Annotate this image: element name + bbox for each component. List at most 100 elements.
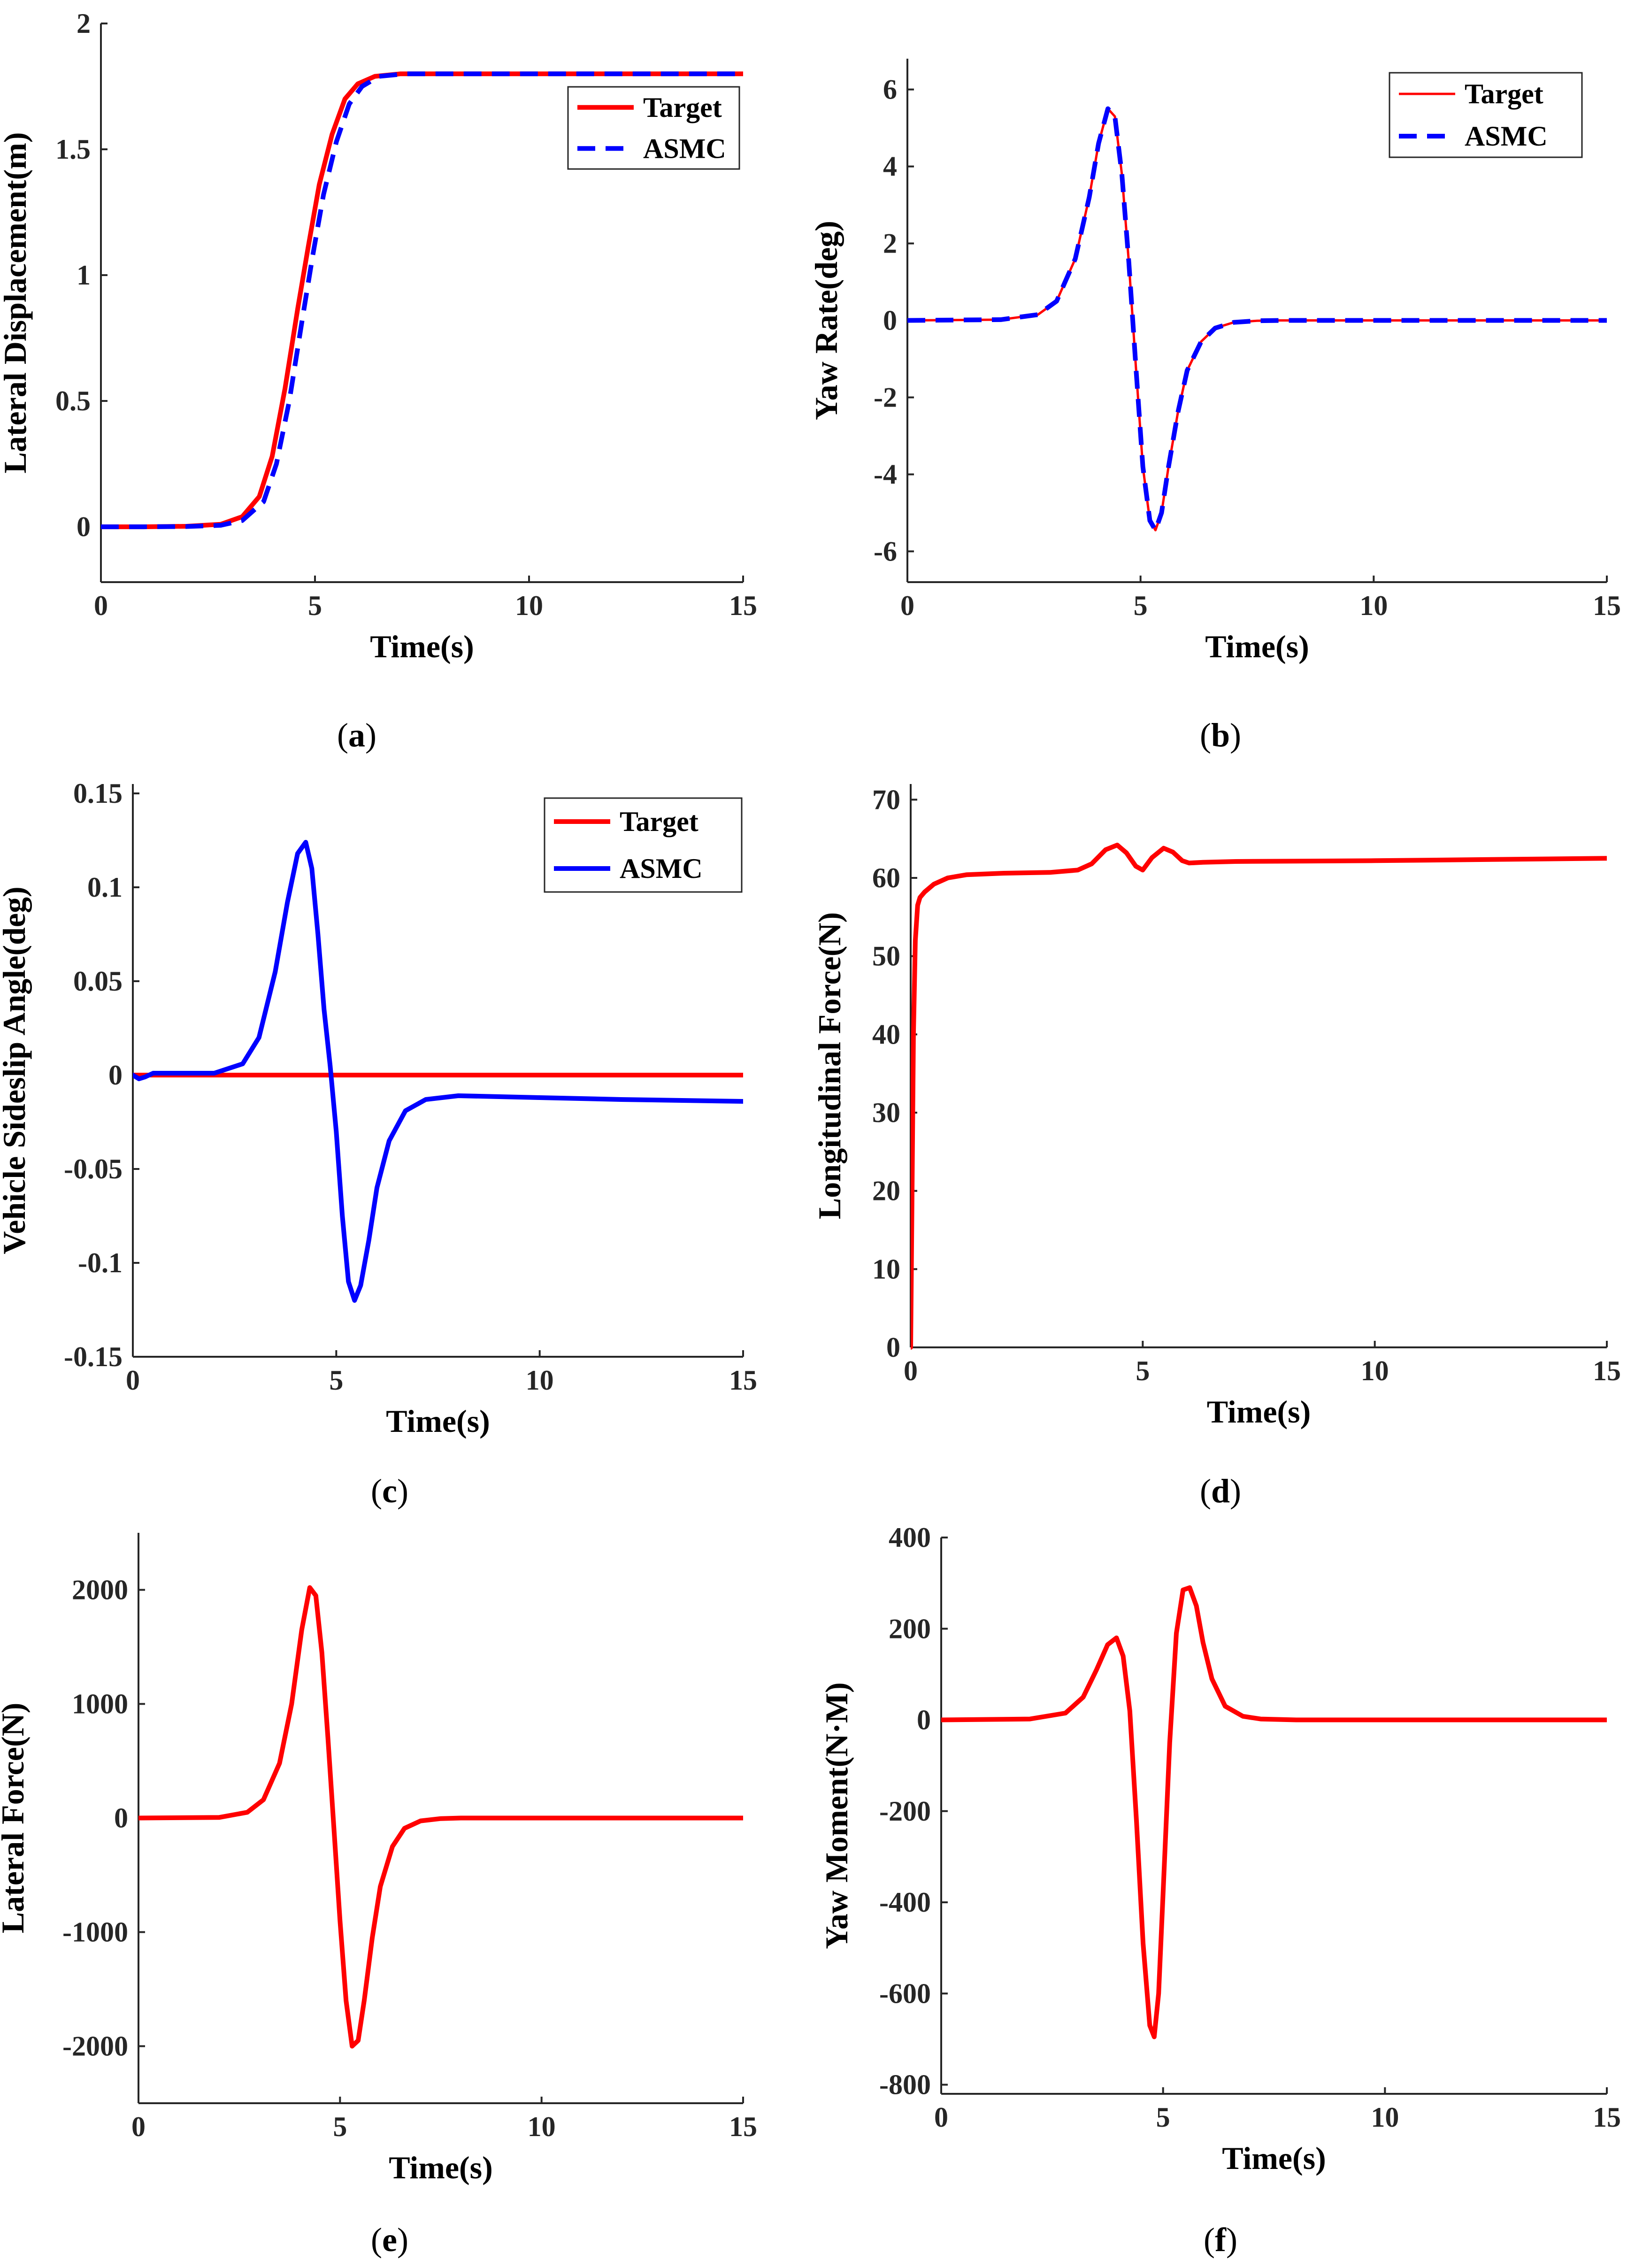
- legend: Target ASMC: [544, 797, 743, 893]
- y-tick-label: -400: [879, 1887, 931, 1918]
- x-tick-label: 10: [1361, 1355, 1389, 1386]
- y-tick-label: 200: [889, 1613, 931, 1644]
- x-tick-label: 15: [729, 590, 757, 621]
- y-tick-label: 400: [889, 1522, 931, 1553]
- y-tick-label: 2: [883, 228, 897, 259]
- x-tick-label: 15: [1593, 590, 1621, 621]
- y-tick-label: 0.05: [73, 966, 123, 997]
- x-tick-label: 15: [1593, 1355, 1621, 1386]
- series-line-longitudinal-force: [911, 843, 1607, 1350]
- panel-f: 0 5 10 15 -800 -600 -400 -200 0 200 400 Time(s) Yaw …: [819, 1522, 1621, 2259]
- y-tick-label: 1000: [72, 1689, 128, 1720]
- y-tick-label: 4: [883, 151, 897, 182]
- caption-open: (: [1204, 2221, 1215, 2259]
- x-tick-label: 5: [308, 590, 322, 621]
- y-tick-label: 1: [77, 260, 91, 291]
- y-tick-label: 0: [883, 305, 897, 336]
- y-axis-label: Yaw Moment(N·M): [819, 1682, 854, 1949]
- x-tick-label: 5: [1134, 590, 1148, 621]
- y-tick-label: 0: [114, 1803, 128, 1834]
- caption-open: (: [371, 2221, 382, 2259]
- plot-area: [941, 1585, 1607, 2039]
- caption-close: ): [1230, 1472, 1241, 1510]
- x-axis-label: Time(s): [1222, 2140, 1326, 2176]
- y-axis-label: Vehicle Sideslip Angle(deg): [0, 886, 32, 1254]
- y-tick-label: -4: [874, 459, 897, 490]
- y-tick-label: 70: [872, 784, 900, 815]
- y-axis-label: Yaw Rate(deg): [808, 221, 844, 420]
- panel-caption: (f): [1204, 2221, 1237, 2259]
- y-tick-label: 0.1: [87, 872, 123, 903]
- series-line-asmc: [907, 106, 1607, 533]
- x-tick-label: 10: [1371, 2102, 1399, 2133]
- y-tick-label: -0.05: [64, 1153, 123, 1184]
- caption-close: ): [1226, 2221, 1237, 2259]
- caption-close: ): [1230, 716, 1241, 754]
- x-tick-label: 15: [1593, 2102, 1621, 2133]
- x-tick-label: 0: [900, 590, 914, 621]
- y-tick-label: -6: [874, 536, 897, 567]
- y-tick-label: 60: [872, 862, 900, 893]
- caption-close: ): [365, 716, 376, 754]
- panel-c: 0 5 10 15 -0.15 -0.1 -0.05 0 0.05 0.1 0.15 Time(s) V…: [0, 778, 757, 1510]
- x-axis-label: Time(s): [1205, 629, 1309, 664]
- plot-area: [133, 840, 743, 1303]
- x-tick-label: 10: [526, 1365, 554, 1396]
- panel-caption: (b): [1200, 716, 1241, 754]
- caption-close: ): [397, 1472, 408, 1510]
- legend-box: [544, 797, 743, 893]
- legend-label: Target: [1465, 78, 1543, 109]
- legend-label: Target: [620, 806, 699, 837]
- panel-b: 0 5 10 15 -6 -4 -2 0 2 4 6 Time(s) Yaw Rate(deg) Targ…: [808, 59, 1621, 754]
- y-tick-label: -2000: [62, 2031, 128, 2062]
- y-tick-label: 2: [77, 8, 91, 39]
- y-tick-label: 6: [883, 74, 897, 105]
- y-tick-label: -200: [879, 1796, 931, 1827]
- caption-open: (: [371, 1472, 382, 1510]
- y-tick-label: 0: [108, 1060, 123, 1091]
- x-tick-label: 5: [333, 2111, 347, 2142]
- y-tick-label: 0: [77, 511, 91, 542]
- y-tick-label: -600: [879, 1978, 931, 2009]
- plot-area: [101, 71, 743, 530]
- x-tick-label: 0: [934, 2102, 948, 2133]
- legend-label: Target: [643, 92, 722, 123]
- caption-open: (: [1200, 716, 1211, 754]
- x-tick-label: 0: [131, 2111, 146, 2142]
- x-axis-label: Time(s): [1207, 1394, 1311, 1430]
- caption-open: (: [337, 716, 348, 754]
- y-tick-label: 0.15: [73, 778, 123, 809]
- x-tick-label: 5: [1136, 1355, 1150, 1386]
- x-tick-label: 0: [94, 590, 108, 621]
- panel-caption: (e): [371, 2221, 408, 2259]
- panel-a: 0 5 10 15 0 0.5 1 1.5 2 Time(s) Lateral Displaceme…: [0, 8, 757, 754]
- y-tick-label: -0.1: [78, 1247, 123, 1278]
- series-line-asmc: [133, 840, 743, 1303]
- y-tick-label: -2: [874, 382, 897, 413]
- panel-caption: (c): [371, 1472, 408, 1510]
- caption-letter: a: [348, 716, 365, 754]
- plot-area: [911, 843, 1607, 1350]
- y-tick-label: 30: [872, 1097, 900, 1128]
- panel-d: 0 5 10 15 0 10 20 30 40 50 60 70 Time(s) Longitudinal…: [812, 784, 1621, 1510]
- plot-area: [907, 106, 1607, 533]
- caption-close: ): [397, 2221, 408, 2259]
- y-axis-label: Lateral Force(N): [0, 1703, 31, 1934]
- panel-e: 0 5 10 15 -2000 -1000 0 1000 2000 Time(s) Lateral …: [0, 1533, 757, 2259]
- y-tick-label: 0.5: [55, 385, 91, 416]
- x-axis-label: Time(s): [386, 1403, 490, 1439]
- series-line-yaw-moment: [941, 1585, 1607, 2039]
- x-axis-label: Time(s): [370, 629, 474, 664]
- x-axis-label: Time(s): [389, 2150, 493, 2185]
- x-tick-label: 15: [729, 2111, 757, 2142]
- legend-label: ASMC: [620, 853, 703, 884]
- x-tick-label: 0: [126, 1365, 140, 1396]
- y-tick-label: 1.5: [55, 134, 91, 165]
- plot-area: [138, 1585, 743, 2049]
- y-tick-label: 50: [872, 941, 900, 972]
- legend-label: ASMC: [1465, 121, 1548, 152]
- caption-letter: c: [382, 1472, 397, 1510]
- y-axis-label: Longitudinal Force(N): [812, 912, 847, 1219]
- y-tick-label: 40: [872, 1019, 900, 1050]
